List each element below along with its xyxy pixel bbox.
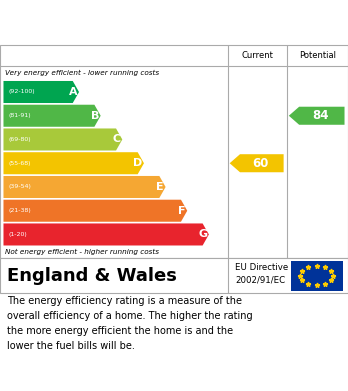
Text: 60: 60 — [252, 157, 268, 170]
Text: (81-91): (81-91) — [9, 113, 31, 118]
Text: EU Directive
2002/91/EC: EU Directive 2002/91/EC — [235, 263, 288, 285]
Text: (39-54): (39-54) — [9, 185, 32, 190]
Text: B: B — [90, 111, 99, 121]
Text: Not energy efficient - higher running costs: Not energy efficient - higher running co… — [5, 249, 159, 255]
Text: (21-38): (21-38) — [9, 208, 31, 213]
Polygon shape — [289, 107, 345, 125]
Text: G: G — [198, 230, 207, 239]
Polygon shape — [3, 105, 101, 127]
Text: (69-80): (69-80) — [9, 137, 31, 142]
Text: F: F — [178, 206, 185, 216]
Polygon shape — [3, 223, 209, 246]
Text: England & Wales: England & Wales — [7, 267, 177, 285]
Polygon shape — [3, 152, 144, 174]
Text: (55-68): (55-68) — [9, 161, 31, 166]
Polygon shape — [3, 129, 122, 151]
Text: D: D — [133, 158, 142, 168]
Text: (1-20): (1-20) — [9, 232, 27, 237]
Text: 84: 84 — [312, 109, 329, 122]
Text: Energy Efficiency Rating: Energy Efficiency Rating — [7, 15, 228, 30]
Text: C: C — [112, 135, 120, 145]
Polygon shape — [230, 154, 284, 172]
Polygon shape — [3, 200, 187, 222]
Text: Current: Current — [242, 51, 274, 60]
Polygon shape — [3, 176, 166, 198]
Text: (92-100): (92-100) — [9, 90, 35, 95]
Text: E: E — [156, 182, 164, 192]
Text: Potential: Potential — [299, 51, 336, 60]
Text: A: A — [69, 87, 77, 97]
Text: Very energy efficient - lower running costs: Very energy efficient - lower running co… — [5, 70, 159, 76]
Polygon shape — [3, 81, 79, 103]
Text: The energy efficiency rating is a measure of the
overall efficiency of a home. T: The energy efficiency rating is a measur… — [7, 296, 253, 351]
